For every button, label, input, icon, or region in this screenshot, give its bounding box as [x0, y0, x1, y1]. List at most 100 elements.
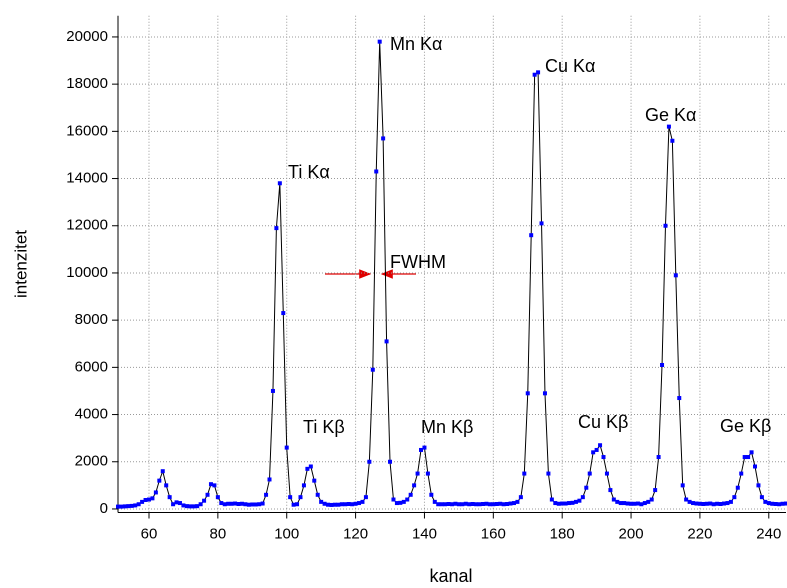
data-point [704, 501, 709, 506]
data-point [243, 502, 248, 507]
data-point [525, 391, 530, 396]
data-point [336, 502, 341, 507]
data-point [611, 497, 616, 502]
data-point [463, 501, 468, 506]
data-point [756, 483, 761, 488]
data-point [419, 447, 424, 452]
data-point [591, 450, 596, 455]
data-point [629, 501, 634, 506]
y-tick-label: 14000 [66, 170, 108, 187]
data-point [264, 492, 269, 497]
data-point [126, 504, 131, 509]
data-point [470, 502, 475, 507]
data-point [656, 455, 661, 460]
data-point [116, 504, 120, 509]
data-point [556, 501, 561, 506]
data-point [639, 502, 644, 507]
data-point [715, 501, 720, 506]
peak-label: Ge Kα [645, 105, 696, 125]
data-point [212, 483, 217, 488]
data-point [708, 501, 713, 506]
data-point [570, 500, 575, 505]
data-point [360, 499, 365, 504]
data-point [284, 445, 289, 450]
x-tick-label: 240 [756, 525, 781, 542]
y-tick-label: 6000 [75, 358, 108, 375]
data-point [625, 501, 630, 506]
data-point [646, 499, 651, 504]
data-point [198, 502, 203, 507]
data-point [291, 502, 296, 507]
data-point [477, 502, 482, 507]
data-point [305, 466, 310, 471]
y-tick-label: 20000 [66, 28, 108, 45]
data-point [439, 502, 444, 507]
data-point [660, 362, 665, 367]
data-point [153, 490, 158, 495]
data-point [539, 221, 544, 226]
y-axis-label: intenzitet [11, 230, 30, 298]
data-point [312, 478, 317, 483]
data-point [770, 501, 775, 506]
data-point [684, 497, 689, 502]
peak-label: Ge Kβ [720, 416, 771, 436]
data-point [250, 502, 255, 507]
data-point [436, 502, 441, 507]
data-point [236, 502, 241, 507]
data-point [450, 502, 454, 507]
data-point [687, 499, 692, 504]
data-point [332, 502, 337, 507]
data-point [453, 501, 458, 506]
data-point [415, 471, 420, 476]
data-point [635, 501, 640, 506]
data-point [208, 482, 213, 487]
data-point [691, 501, 696, 506]
data-point [160, 469, 165, 474]
data-point [326, 502, 331, 507]
data-point [573, 499, 578, 504]
data-point [759, 495, 764, 500]
data-point [701, 502, 706, 507]
data-point [374, 169, 379, 174]
x-tick-label: 200 [619, 525, 644, 542]
data-point [215, 495, 220, 500]
peak-label: Mn Kβ [421, 417, 473, 437]
data-point [763, 499, 768, 504]
data-point [233, 501, 238, 506]
data-point [587, 471, 592, 476]
data-point [222, 502, 227, 507]
data-point [195, 504, 200, 509]
data-point [308, 464, 313, 469]
data-point [732, 495, 737, 500]
x-tick-label: 60 [141, 525, 158, 542]
data-point [288, 495, 293, 500]
data-point [133, 503, 138, 508]
data-point [377, 39, 382, 44]
data-point [339, 502, 344, 507]
data-point [649, 497, 654, 502]
peak-label: Cu Kβ [578, 412, 628, 432]
peak-label: Ti Kβ [303, 417, 345, 437]
data-point [532, 72, 537, 77]
data-point [494, 502, 499, 507]
x-tick-label: 100 [274, 525, 299, 542]
y-tick-label: 0 [100, 500, 108, 517]
data-point [536, 70, 541, 75]
data-point [425, 471, 430, 476]
data-point [350, 502, 355, 507]
data-point [184, 504, 189, 509]
data-point [357, 501, 362, 506]
data-point [615, 499, 620, 504]
data-point [711, 502, 716, 507]
data-point [460, 502, 465, 507]
data-point [694, 501, 699, 506]
data-point [412, 483, 417, 488]
data-point [491, 502, 496, 507]
data-point [295, 502, 300, 507]
data-point [501, 502, 506, 507]
x-tick-label: 160 [481, 525, 506, 542]
data-point [642, 501, 647, 506]
data-point [753, 464, 758, 469]
data-point [518, 495, 523, 500]
data-point [456, 502, 461, 507]
